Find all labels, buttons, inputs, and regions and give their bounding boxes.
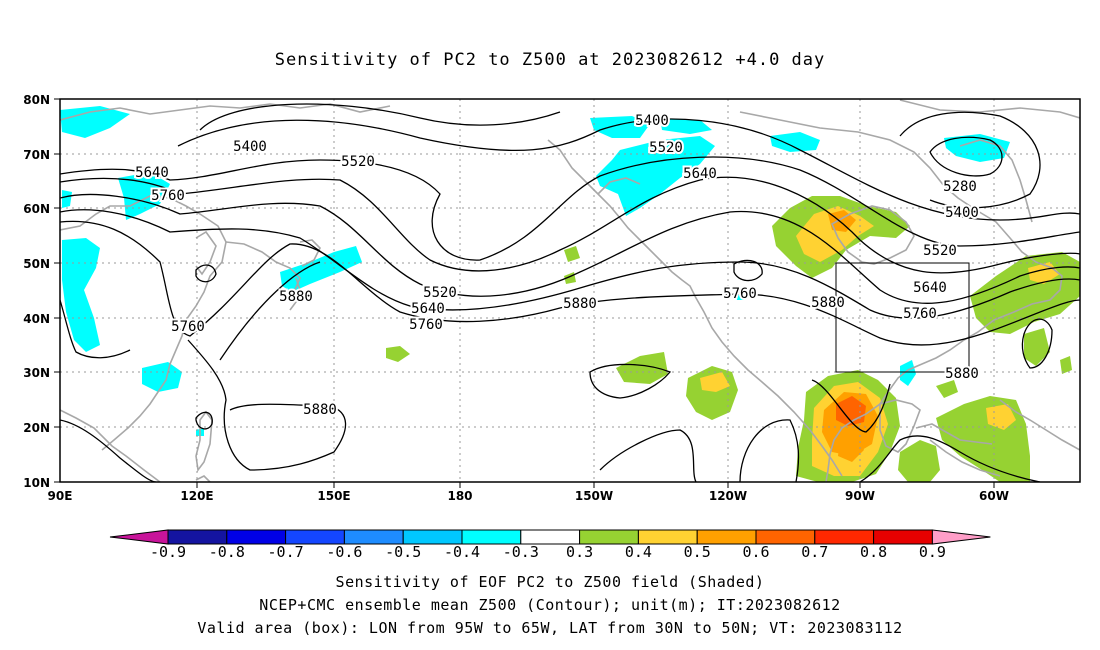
colorbar-label: 0.7: [801, 543, 828, 561]
colorbar-label: -0.4: [444, 543, 480, 561]
colorbar-cell: [637, 529, 698, 545]
lon-label: 120W: [709, 489, 747, 503]
lat-label: 80N: [23, 93, 50, 107]
lon-label: 90W: [845, 489, 875, 503]
colorbar-cell: [285, 529, 345, 545]
contour-label: 5760: [723, 286, 757, 302]
caption-shading: Sensitivity of EOF PC2 to Z500 field (Sh…: [335, 573, 765, 591]
contour-label: 5520: [423, 285, 457, 301]
contour-label: 5640: [135, 165, 169, 181]
colorbar-label: 0.8: [860, 543, 887, 561]
contour-label: 5640: [683, 166, 717, 182]
positive-sensitivity-shading: [386, 196, 1080, 482]
lon-label: 150E: [317, 489, 350, 503]
lon-axis-labels: 90E 120E 150E 180 150W 120W 90W 60W: [48, 489, 1009, 503]
lon-label: 150W: [575, 489, 613, 503]
contour-label: 5640: [913, 280, 947, 296]
colorbar-cell: [461, 529, 522, 545]
valid-area-box: [835, 262, 970, 373]
contour-label: 5640: [411, 301, 445, 317]
colorbar-label: -0.3: [503, 543, 539, 561]
contour-label: 5520: [923, 243, 957, 259]
contour-label: 5400: [945, 205, 979, 221]
colorbar-label: 0.6: [742, 543, 769, 561]
contour-label: 5880: [563, 296, 597, 312]
colorbar-label: 0.4: [625, 543, 652, 561]
lat-axis-labels: 80N 70N 60N 50N 40N 30N 20N 10N: [23, 93, 50, 490]
contour-labels: 5400540055205520564052805400552056405760…: [133, 111, 981, 420]
colorbar-label: -0.5: [385, 543, 421, 561]
lat-label: 30N: [23, 366, 50, 380]
lon-label: 120E: [180, 489, 213, 503]
contour-label: 5880: [945, 366, 979, 382]
colorbar-cell: [873, 529, 933, 545]
colorbar-cell: [109, 529, 169, 545]
lat-label: 20N: [23, 421, 50, 435]
colorbar-cell: [579, 529, 639, 545]
colorbar-cell: [696, 529, 757, 545]
caption-contour: NCEP+CMC ensemble mean Z500 (Contour); u…: [259, 596, 841, 614]
lat-label: 10N: [23, 476, 50, 490]
colorbar-cell: [931, 529, 991, 545]
colorbar: -0.9 -0.8 -0.7 -0.6 -0.5 -0.4 -0.3 0.3 0.4 0.5 0.6…: [109, 529, 991, 561]
contour-label: 5400: [233, 139, 267, 155]
lat-label: 50N: [23, 257, 50, 271]
colorbar-cell: [520, 529, 581, 545]
caption-valid-area: Valid area (box): LON from 95W to 65W, L…: [197, 619, 903, 637]
colorbar-label: -0.6: [326, 543, 362, 561]
colorbar-label: 0.9: [919, 543, 946, 561]
map-title: Sensitivity of PC2 to Z500 at 2023082612…: [274, 50, 826, 70]
contour-label: 5400: [635, 113, 669, 129]
coastlines: [60, 99, 1080, 482]
z500-contours: [60, 103, 1080, 482]
colorbar-cell: [167, 529, 228, 545]
contour-label: 5760: [171, 319, 205, 335]
colorbar-label: -0.8: [209, 543, 245, 561]
lat-lon-grid: [60, 99, 1080, 482]
colorbar-label: 0.5: [684, 543, 711, 561]
contour-label: 5520: [649, 140, 683, 156]
lon-label: 90E: [48, 489, 73, 503]
contour-label: 5880: [811, 295, 845, 311]
lat-label: 60N: [23, 202, 50, 216]
colorbar-cell: [814, 529, 875, 545]
plot-frame: [59, 98, 1081, 483]
lon-label: 60W: [979, 489, 1009, 503]
contour-label: 5520: [341, 154, 375, 170]
contour-label: 5760: [409, 317, 443, 333]
contour-label: 5880: [303, 402, 337, 418]
contour-label: 5880: [279, 289, 313, 305]
colorbar-cell: [755, 529, 816, 545]
lon-label: 180: [447, 489, 472, 503]
colorbar-label: -0.9: [150, 543, 186, 561]
lat-label: 70N: [23, 148, 50, 162]
colorbar-label: -0.7: [268, 543, 304, 561]
lat-label: 40N: [23, 312, 50, 326]
contour-label: 5280: [943, 179, 977, 195]
colorbar-cell: [343, 529, 404, 545]
colorbar-label: 0.3: [566, 543, 593, 561]
contour-label: 5760: [151, 188, 185, 204]
colorbar-cell: [402, 529, 463, 545]
contour-label: 5760: [903, 306, 937, 322]
colorbar-cell: [226, 529, 287, 545]
axis-ticks: [54, 98, 995, 488]
